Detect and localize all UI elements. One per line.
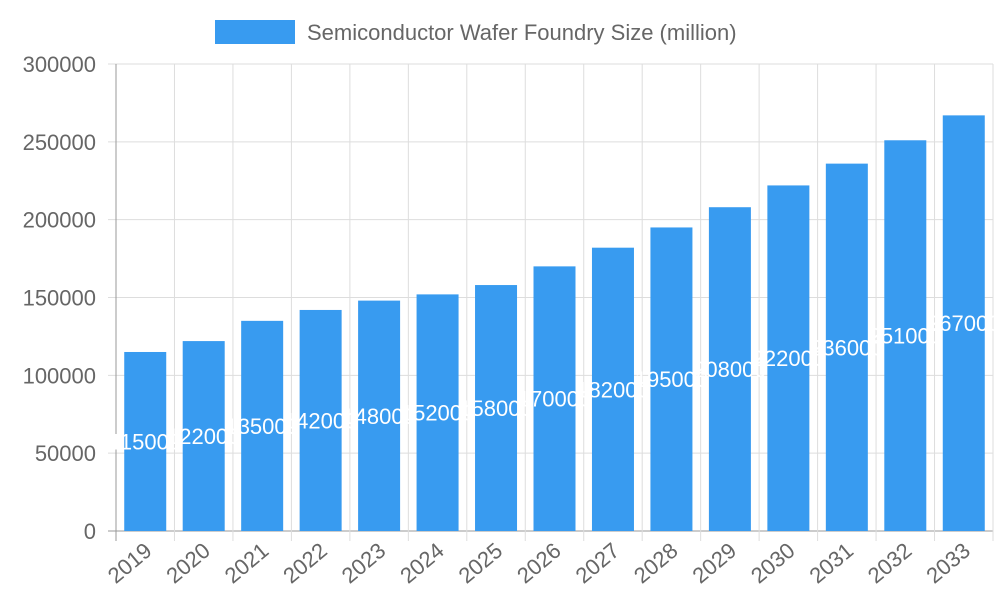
x-tick-label: 2023 (337, 538, 391, 589)
data-label: 267000 (927, 311, 1000, 336)
data-label: 195000 (635, 367, 708, 392)
data-label: 148000 (342, 404, 415, 429)
bar (591, 247, 634, 532)
bar (475, 285, 518, 531)
y-tick-label: 150000 (23, 286, 96, 311)
bar (767, 185, 810, 532)
bar (124, 351, 167, 531)
x-tick-label: 2028 (629, 538, 683, 589)
data-label: 208000 (693, 357, 766, 382)
x-tick-label: 2026 (512, 538, 566, 589)
data-label: 170000 (518, 387, 591, 412)
legend-label: Semiconductor Wafer Foundry Size (millio… (307, 20, 737, 45)
x-tick-label: 2029 (688, 538, 742, 589)
x-tick-label: 2032 (863, 538, 917, 589)
x-tick-label: 2022 (278, 538, 332, 589)
bar (650, 227, 693, 531)
bar (825, 163, 868, 532)
data-label: 222000 (752, 346, 825, 371)
bar (708, 207, 751, 532)
bar (884, 140, 927, 531)
bar (416, 294, 459, 531)
bar (942, 115, 985, 532)
data-label: 152000 (401, 401, 474, 426)
data-label: 251000 (869, 324, 942, 349)
x-tick-label: 2024 (395, 538, 449, 589)
y-tick-label: 100000 (23, 363, 96, 388)
legend-swatch (215, 20, 295, 44)
data-label: 122000 (167, 424, 240, 449)
bar (358, 300, 401, 531)
data-label: 142000 (284, 408, 357, 433)
y-tick-label: 200000 (23, 208, 96, 233)
x-tick-label: 2019 (103, 538, 157, 589)
y-tick-label: 250000 (23, 130, 96, 155)
data-label: 115000 (109, 429, 181, 454)
data-label: 135000 (225, 414, 298, 439)
x-tick-label: 2031 (804, 538, 858, 589)
x-tick-label: 2020 (161, 538, 215, 589)
data-label: 158000 (459, 396, 532, 421)
y-tick-label: 300000 (23, 52, 96, 77)
y-tick-label: 0 (84, 519, 96, 544)
x-tick-label: 2027 (571, 538, 625, 589)
x-tick-label: 2021 (220, 538, 274, 589)
bar (241, 320, 284, 531)
bar (299, 309, 342, 531)
bar (182, 341, 225, 531)
y-tick-label: 50000 (35, 441, 96, 466)
x-tick-label: 2025 (454, 538, 508, 589)
legend[interactable]: Semiconductor Wafer Foundry Size (millio… (215, 20, 737, 45)
data-label: 182000 (576, 377, 649, 402)
x-tick-label: 2033 (921, 538, 975, 589)
data-label: 236000 (810, 335, 883, 360)
bar (533, 266, 576, 531)
x-tick-label: 2030 (746, 538, 800, 589)
